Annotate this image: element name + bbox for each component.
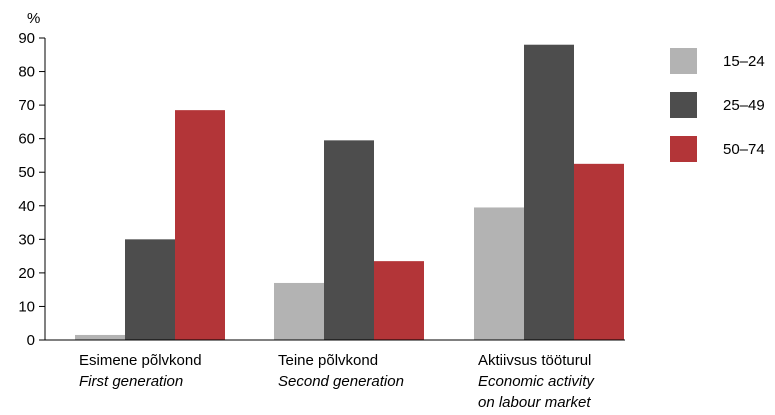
x-axis-labels: Esimene põlvkond First generation Teine põ… — [79, 352, 595, 411]
y-axis: 0 10 20 30 40 50 60 70 80 90 — [18, 30, 45, 349]
x-category-label: Aktiivsus tööturul — [478, 352, 591, 369]
bar — [324, 140, 374, 340]
y-tick-label: 60 — [18, 131, 35, 148]
legend: 15–24 25–49 50–74 — [670, 48, 765, 162]
x-category-label-en: First generation — [79, 373, 183, 390]
bar — [474, 207, 524, 340]
legend-label: 50–74 — [723, 141, 765, 158]
y-tick-label: 70 — [18, 97, 35, 114]
y-tick-label: 80 — [18, 64, 35, 81]
y-tick-label: 90 — [18, 30, 35, 47]
x-category-label-en: Economic activity — [478, 373, 595, 390]
bar — [574, 163, 624, 340]
legend-label: 25–49 — [723, 97, 765, 114]
x-category-label: Teine põlvkond — [278, 352, 378, 369]
x-category-label: Esimene põlvkond — [79, 352, 202, 369]
y-tick-label: 10 — [18, 298, 35, 315]
legend-swatch — [670, 136, 697, 162]
y-axis-label: % — [27, 10, 40, 27]
y-tick-label: 20 — [18, 265, 35, 282]
bar — [524, 44, 574, 340]
bar — [374, 261, 424, 340]
legend-swatch — [670, 48, 697, 74]
bar — [274, 282, 324, 340]
bar — [125, 239, 175, 340]
bars — [75, 44, 624, 341]
legend-swatch — [670, 92, 697, 118]
x-category-label-en: Second generation — [278, 373, 404, 390]
y-tick-label: 50 — [18, 164, 35, 181]
bar — [75, 334, 125, 340]
y-tick-label: 40 — [18, 198, 35, 215]
x-category-label-en-line3: on labour market — [478, 394, 591, 411]
legend-label: 15–24 — [723, 53, 765, 70]
bar — [175, 110, 225, 341]
y-tick-label: 30 — [18, 231, 35, 248]
y-tick-label: 0 — [27, 332, 35, 349]
